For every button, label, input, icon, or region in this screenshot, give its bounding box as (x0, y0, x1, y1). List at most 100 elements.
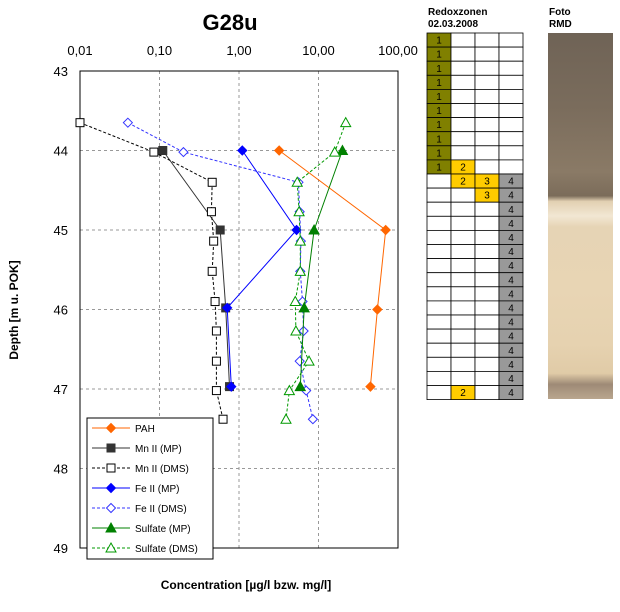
redox-cell (426, 173, 452, 189)
data-point-mn-ii-dms (207, 266, 217, 276)
redox-cell (450, 32, 476, 48)
legend-label: Sulfate (DMS) (135, 544, 198, 555)
redox-cell-value: 4 (508, 388, 514, 399)
redox-cell (474, 89, 500, 104)
data-point-sulfate-dms (294, 235, 307, 246)
redox-cell (474, 32, 500, 48)
redox-cell-value: 4 (508, 360, 514, 371)
redox-cell (450, 356, 476, 372)
redox-cell (474, 244, 500, 260)
redox-cell (450, 370, 476, 386)
data-point-sulfate-dms (289, 295, 302, 307)
redox-title: Redoxzonen (428, 7, 487, 18)
redox-cell (450, 244, 476, 260)
redox-cell-value: 4 (508, 233, 514, 244)
redox-cell-value: 3 (484, 191, 490, 202)
redox-cell-value: 4 (508, 289, 514, 300)
redox-cell (426, 229, 452, 245)
redox-cell (474, 117, 500, 133)
redox-cell (426, 314, 452, 330)
series-sulfate-mp (294, 144, 349, 392)
redox-cell (498, 385, 524, 401)
redox-cell (426, 244, 452, 260)
redox-cell (474, 300, 500, 316)
legend-marker-mn-ii-dms (106, 463, 116, 473)
legend-marker-sulfate-mp (105, 521, 117, 533)
redox-cell (450, 328, 476, 344)
legend-label: PAH (135, 424, 155, 435)
x-tick-label: 1,00 (226, 43, 251, 58)
legend-label: Fe II (DMS) (135, 504, 187, 515)
redox-cell (498, 89, 524, 104)
redox-cell-value: 4 (508, 219, 514, 230)
y-tick-label: 44 (54, 144, 68, 159)
series-mn-ii-dms (75, 118, 228, 424)
redox-cell (450, 60, 476, 76)
data-point-mn-ii-dms (210, 297, 220, 307)
redox-cell (498, 103, 524, 119)
redox-cell (474, 215, 500, 231)
redox-cell-value: 3 (484, 177, 490, 188)
redox-cell (426, 215, 452, 231)
legend-marker-pah (105, 422, 117, 434)
y-tick-label: 49 (54, 541, 68, 556)
redox-cell (474, 131, 500, 147)
redox-cell (450, 300, 476, 316)
legend-marker-sulfate-dms (105, 541, 117, 553)
series-line-sulfate-mp (299, 150, 343, 387)
data-point-pah (273, 145, 285, 156)
redox-cell (474, 286, 500, 302)
redox-cell (426, 258, 452, 274)
redox-cell (498, 46, 524, 62)
legend-marker-mn-ii-mp (106, 443, 116, 453)
redox-cell (474, 385, 500, 401)
plot-frame (79, 70, 399, 549)
legend-marker-fe-ii-mp (105, 482, 117, 494)
redox-cell (474, 46, 500, 62)
data-point-pah (372, 304, 383, 315)
redox-cell (426, 201, 452, 217)
x-tick-label: 0,01 (67, 43, 92, 58)
series-line-mn-ii-mp (162, 150, 230, 387)
redox-cell-value: 4 (508, 275, 514, 286)
legend-label: Fe II (MP) (135, 484, 179, 495)
redox-cell (426, 187, 452, 203)
redox-cell-value: 4 (508, 261, 514, 272)
data-point-fe-ii-mp (221, 302, 233, 314)
data-point-mn-ii-dms (209, 236, 219, 246)
redox-cell (474, 328, 500, 344)
series-mn-ii-mp (158, 146, 235, 392)
series-fe-ii-mp (221, 145, 302, 392)
data-point-fe-ii-dms (178, 146, 189, 158)
redox-cell-value: 1 (436, 148, 442, 159)
redox-date: 02.03.2008 (428, 19, 478, 30)
data-point-fe-ii-dms (298, 325, 309, 337)
redox-cell-value: 2 (460, 388, 466, 399)
data-point-pah (365, 381, 376, 392)
data-point-mn-ii-dms (207, 177, 217, 187)
redox-cell-value: 4 (508, 177, 514, 188)
data-point-sulfate-dms (339, 116, 352, 128)
y-tick-label: 43 (54, 64, 68, 79)
series-line-pah (278, 150, 387, 387)
data-point-mn-ii-dms (206, 207, 216, 217)
data-point-sulfate-mp (298, 301, 311, 313)
data-point-fe-ii-mp (226, 381, 237, 392)
redox-cell (450, 103, 476, 119)
redox-cell (474, 103, 500, 119)
redox-cell (474, 258, 500, 274)
redox-cell (450, 286, 476, 302)
redox-cell-value: 1 (436, 134, 442, 145)
y-tick-label: 45 (54, 223, 68, 238)
data-point-mn-ii-dms (149, 147, 159, 157)
redox-cell-value: 2 (460, 163, 466, 174)
redox-cell (498, 145, 524, 161)
redox-cell (426, 385, 452, 401)
redox-cell-value: 1 (436, 36, 442, 47)
redox-cell-value: 1 (436, 64, 442, 75)
redox-cell-value: 1 (436, 120, 442, 131)
data-point-mn-ii-dms (211, 326, 221, 336)
data-point-sulfate-dms (328, 146, 341, 157)
data-point-fe-ii-dms (122, 117, 134, 128)
